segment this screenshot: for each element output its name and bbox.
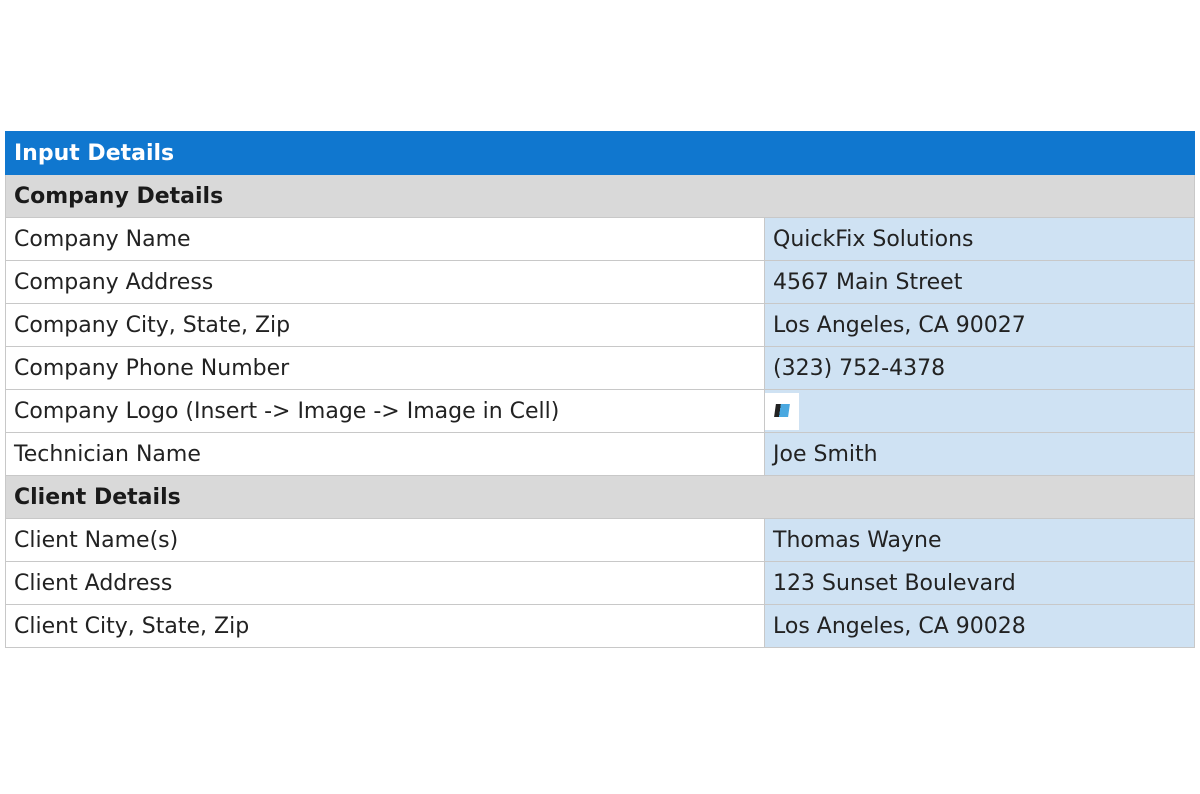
value-cell[interactable]: 123 Sunset Boulevard — [764, 561, 1195, 605]
label-cell: Client City, State, Zip — [5, 604, 765, 648]
value-cell[interactable]: Los Angeles, CA 90028 — [764, 604, 1195, 648]
label-cell: Company City, State, Zip — [5, 303, 765, 347]
label-cell: Company Logo (Insert -> Image -> Image i… — [5, 389, 765, 433]
label-cell: Client Address — [5, 561, 765, 605]
label-cell: Company Name — [5, 217, 765, 261]
value-cell[interactable]: Joe Smith — [764, 432, 1195, 476]
section-header-row: Company Details — [5, 174, 1195, 218]
table-row: Company Name QuickFix Solutions — [5, 217, 1195, 261]
table-row: Client Name(s) Thomas Wayne — [5, 518, 1195, 562]
company-logo-icon[interactable] — [765, 392, 799, 430]
table-title: Input Details — [5, 131, 1195, 175]
table-row: Client Address 123 Sunset Boulevard — [5, 561, 1195, 605]
value-cell[interactable]: QuickFix Solutions — [764, 217, 1195, 261]
label-cell: Company Address — [5, 260, 765, 304]
value-cell[interactable]: Los Angeles, CA 90027 — [764, 303, 1195, 347]
label-cell: Company Phone Number — [5, 346, 765, 390]
label-cell: Technician Name — [5, 432, 765, 476]
table-row: Client City, State, Zip Los Angeles, CA 9… — [5, 604, 1195, 648]
section-heading: Company Details — [5, 174, 1195, 218]
input-details-table: Input Details Company Details Company Nam… — [5, 131, 1195, 648]
value-cell[interactable] — [764, 389, 1195, 433]
table-row: Company City, State, Zip Los Angeles, CA … — [5, 303, 1195, 347]
title-row: Input Details — [5, 131, 1195, 175]
value-cell[interactable]: (323) 752-4378 — [764, 346, 1195, 390]
section-header-row: Client Details — [5, 475, 1195, 519]
table-row: Company Phone Number (323) 752-4378 — [5, 346, 1195, 390]
section-heading: Client Details — [5, 475, 1195, 519]
label-cell: Client Name(s) — [5, 518, 765, 562]
value-cell[interactable]: Thomas Wayne — [764, 518, 1195, 562]
table-row: Company Address 4567 Main Street — [5, 260, 1195, 304]
table-row: Technician Name Joe Smith — [5, 432, 1195, 476]
value-cell[interactable]: 4567 Main Street — [764, 260, 1195, 304]
table-row: Company Logo (Insert -> Image -> Image i… — [5, 389, 1195, 433]
